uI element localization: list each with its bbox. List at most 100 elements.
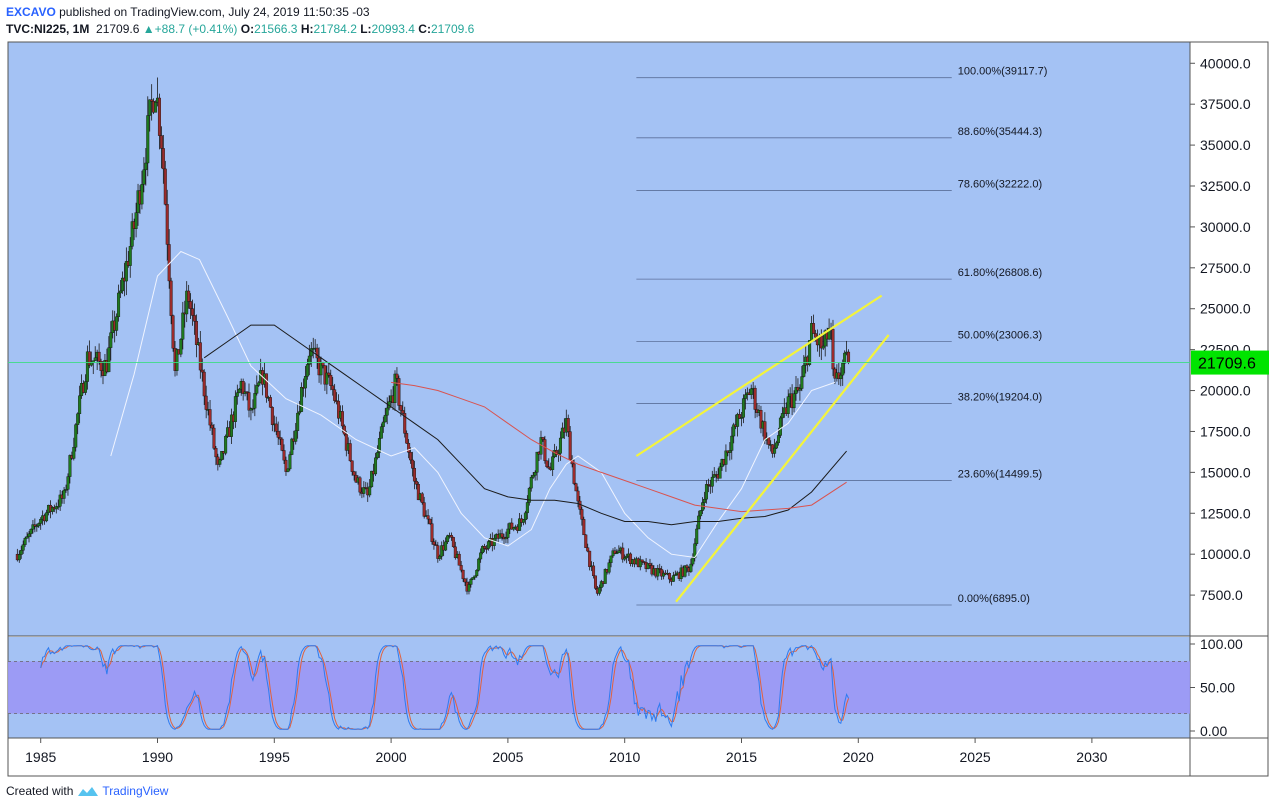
candle-down bbox=[163, 160, 167, 206]
candle-body bbox=[656, 568, 660, 577]
candle-down bbox=[241, 378, 245, 401]
trendline[interactable] bbox=[635, 294, 883, 457]
candle-body bbox=[813, 333, 817, 338]
candle-down bbox=[350, 460, 354, 476]
plot-background bbox=[8, 42, 1190, 636]
candle-down bbox=[87, 340, 91, 369]
candle-up bbox=[120, 271, 124, 294]
candle-up bbox=[743, 389, 747, 410]
candle-up bbox=[385, 397, 389, 425]
candle-up bbox=[802, 355, 806, 378]
candle-down bbox=[327, 363, 331, 378]
candle-body bbox=[78, 395, 82, 415]
x-tick-label: 1995 bbox=[259, 749, 290, 765]
author-link[interactable]: EXCAVO bbox=[6, 5, 56, 19]
candle-down bbox=[344, 430, 348, 457]
candle-body bbox=[436, 545, 440, 559]
candle-body bbox=[617, 550, 621, 553]
candle-body bbox=[560, 427, 564, 439]
candle-up bbox=[646, 563, 650, 570]
candle-down bbox=[399, 404, 403, 417]
candle-up bbox=[699, 510, 703, 520]
stoch-y-tick-label: 50.00 bbox=[1200, 680, 1235, 696]
candle-up bbox=[523, 510, 527, 525]
candle-body bbox=[847, 351, 851, 363]
candle-body bbox=[35, 525, 39, 528]
candle-down bbox=[510, 518, 514, 530]
candle-body bbox=[154, 101, 158, 113]
candle-up bbox=[300, 382, 304, 412]
candle-down bbox=[660, 565, 664, 580]
candle-body bbox=[393, 373, 397, 404]
candle-body bbox=[593, 575, 597, 589]
candle-body bbox=[253, 393, 257, 409]
candle-body bbox=[109, 332, 113, 348]
candle-body bbox=[671, 575, 675, 582]
candle-body bbox=[144, 162, 148, 171]
candle-body bbox=[607, 562, 611, 573]
y-tick-label: 7500.0 bbox=[1200, 587, 1243, 603]
candle-up bbox=[786, 389, 790, 418]
candle-up bbox=[728, 442, 732, 461]
candle-body bbox=[481, 546, 485, 554]
candle-down bbox=[541, 436, 545, 442]
candle-body bbox=[39, 518, 43, 524]
candle-down bbox=[169, 277, 173, 325]
candle-down bbox=[411, 451, 415, 477]
x-tick-label: 1990 bbox=[142, 749, 173, 765]
candle-body bbox=[181, 312, 185, 340]
candle-up bbox=[697, 510, 701, 530]
trendline[interactable] bbox=[675, 334, 890, 603]
candle-down bbox=[753, 385, 757, 419]
candle-body bbox=[274, 423, 278, 432]
candle-body bbox=[531, 475, 535, 478]
candle-body bbox=[107, 347, 111, 373]
candle-down bbox=[352, 470, 356, 481]
candle-body bbox=[31, 524, 35, 530]
candle-body bbox=[286, 468, 290, 472]
candle-up bbox=[224, 434, 228, 456]
candle-up bbox=[179, 338, 183, 358]
candle-body bbox=[699, 510, 703, 517]
candle-body bbox=[185, 290, 189, 315]
candle-down bbox=[574, 482, 578, 492]
candle-down bbox=[613, 547, 617, 555]
change-value: +88.7 (+0.41%) bbox=[154, 22, 238, 36]
candle-down bbox=[208, 400, 212, 431]
candle-body bbox=[510, 522, 514, 530]
candle-body bbox=[159, 135, 163, 149]
candle-body bbox=[148, 99, 152, 116]
candle-up bbox=[25, 532, 29, 539]
candle-body bbox=[374, 457, 378, 475]
candle-body bbox=[710, 476, 714, 487]
candle-down bbox=[416, 481, 420, 501]
candle-body bbox=[580, 509, 584, 520]
candle-body bbox=[383, 414, 387, 423]
candle-down bbox=[588, 550, 592, 571]
candle-body bbox=[541, 437, 545, 440]
candle-body bbox=[453, 546, 457, 558]
candle-body bbox=[146, 115, 150, 164]
candle-body bbox=[381, 421, 385, 427]
candle-up bbox=[76, 412, 80, 435]
candle-up bbox=[17, 550, 21, 563]
candle-up bbox=[181, 301, 185, 350]
fib-level-label: 88.60%(35444.3) bbox=[958, 126, 1042, 138]
y-tick-label: 10000.0 bbox=[1200, 546, 1251, 562]
candle-body bbox=[97, 351, 101, 362]
tradingview-link[interactable]: TradingView bbox=[102, 784, 169, 798]
candle-up bbox=[481, 545, 485, 555]
candle-down bbox=[543, 435, 547, 464]
ohlc-line: TVC:NI225, 1M 21709.6 ▲+88.7 (+0.41%) O:… bbox=[6, 21, 474, 38]
candle-body bbox=[724, 450, 728, 465]
candle-up bbox=[39, 517, 43, 530]
candle-body bbox=[759, 410, 763, 429]
candle-up bbox=[54, 502, 58, 514]
candle-body bbox=[533, 472, 537, 476]
fib-level-label: 100.00%(39117.7) bbox=[958, 66, 1048, 78]
candle-up bbox=[794, 375, 798, 401]
created-with-label: Created with bbox=[6, 784, 74, 798]
candle-body bbox=[786, 396, 790, 414]
candle-up bbox=[724, 444, 728, 472]
